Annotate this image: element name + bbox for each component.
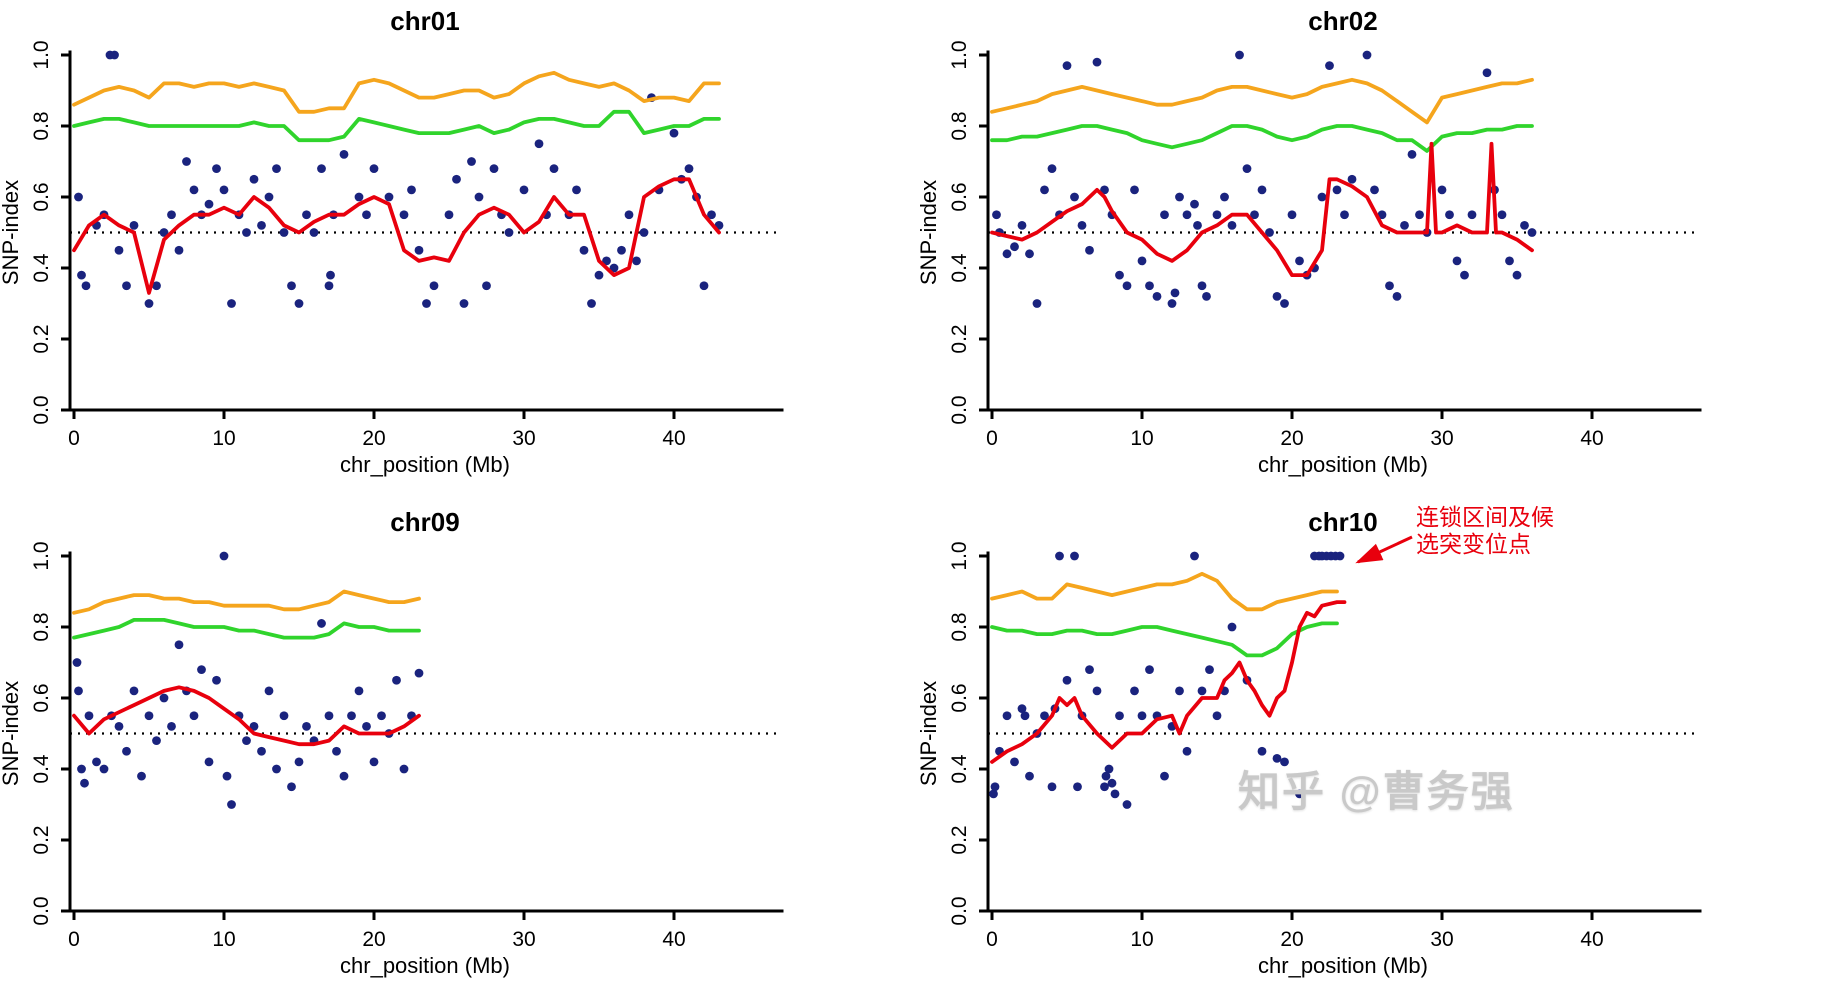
svg-text:0.0: 0.0 [30, 395, 53, 424]
svg-text:1.0: 1.0 [30, 40, 53, 69]
chr09-plot: chr09 0 10 20 30 40 0.0 0.2 0.4 0.6 0.8 1.0 SNP-inde… [0, 507, 784, 978]
scatter-points [74, 50, 724, 308]
chr01-plot: chr01 0 10 20 30 40 0.0 0.2 0.4 0.6 0.8 1.0 SNP-inde… [0, 6, 784, 477]
y-tick-labels: 0.0 0.2 0.4 0.6 0.8 1.0 [30, 541, 70, 926]
svg-text:40: 40 [662, 427, 685, 450]
y-axis-label: SNP-index [918, 681, 941, 786]
svg-text:10: 10 [1130, 427, 1153, 450]
svg-text:10: 10 [212, 427, 235, 450]
svg-text:0: 0 [68, 928, 80, 951]
x-axis-label: chr_position (Mb) [1258, 452, 1428, 477]
svg-text:0.8: 0.8 [948, 612, 971, 641]
svg-text:10: 10 [212, 928, 235, 951]
svg-text:30: 30 [1430, 427, 1453, 450]
svg-text:0.2: 0.2 [948, 825, 971, 854]
chr02-plot: chr02 0 10 20 30 40 0.0 0.2 0.4 0.6 0.8 1.0 SNP-inde… [918, 6, 1702, 477]
svg-text:0.0: 0.0 [30, 896, 53, 925]
x-tick-labels: 0 10 20 30 40 [68, 911, 686, 951]
svg-text:0.8: 0.8 [30, 111, 53, 140]
svg-text:0.8: 0.8 [948, 111, 971, 140]
svg-text:0.8: 0.8 [30, 612, 53, 641]
chart-title: chr01 [390, 6, 459, 36]
svg-text:20: 20 [362, 427, 385, 450]
svg-text:0.0: 0.0 [948, 896, 971, 925]
svg-text:0: 0 [986, 928, 998, 951]
x-tick-labels: 0 10 20 30 40 [986, 911, 1604, 951]
chart-title: chr10 [1308, 507, 1377, 537]
x-axis-label: chr_position (Mb) [340, 953, 510, 978]
ci95-line [990, 124, 1534, 153]
svg-text:0.4: 0.4 [30, 754, 53, 784]
svg-text:10: 10 [1130, 928, 1153, 951]
svg-text:0.2: 0.2 [30, 324, 53, 353]
x-axis-label: chr_position (Mb) [340, 452, 510, 477]
svg-text:20: 20 [362, 928, 385, 951]
panel-chr09: chr09 0 10 20 30 40 0.0 0.2 0.4 0.6 0.8 1.0 SNP-inde… [0, 501, 918, 1003]
scatter-points [989, 551, 1345, 809]
snp-index-line [990, 141, 1534, 278]
svg-text:40: 40 [1580, 427, 1603, 450]
axes [68, 50, 784, 412]
svg-text:0: 0 [986, 427, 998, 450]
svg-text:20: 20 [1280, 928, 1303, 951]
svg-text:0.6: 0.6 [948, 182, 971, 211]
axes [986, 551, 1702, 913]
svg-text:0.6: 0.6 [30, 683, 53, 712]
svg-text:0.2: 0.2 [30, 825, 53, 854]
svg-text:1.0: 1.0 [948, 40, 971, 69]
svg-text:1.0: 1.0 [30, 541, 53, 570]
y-tick-labels: 0.0 0.2 0.4 0.6 0.8 1.0 [30, 40, 70, 425]
ci99-line [990, 571, 1339, 612]
svg-text:30: 30 [512, 427, 535, 450]
svg-text:40: 40 [1580, 928, 1603, 951]
y-axis-label: SNP-index [0, 681, 23, 786]
y-tick-labels: 0.0 0.2 0.4 0.6 0.8 1.0 [948, 40, 988, 425]
snp-index-line [990, 600, 1347, 764]
svg-text:0.6: 0.6 [30, 182, 53, 211]
annotation-text: 连锁区间及候 [1416, 504, 1554, 530]
svg-text:1.0: 1.0 [948, 541, 971, 570]
y-axis-label: SNP-index [0, 180, 23, 285]
ci95-line [72, 109, 721, 143]
axes [68, 551, 784, 913]
axes [986, 50, 1702, 412]
snp-index-line [72, 177, 721, 295]
svg-text:0.4: 0.4 [30, 253, 53, 283]
svg-text:20: 20 [1280, 427, 1303, 450]
annotation-text: 选突变位点 [1416, 531, 1531, 557]
ci99-line [72, 70, 721, 114]
ci99-line [990, 77, 1534, 125]
svg-text:0.2: 0.2 [948, 324, 971, 353]
svg-text:0: 0 [68, 427, 80, 450]
chr10-plot: chr10 0 10 20 30 40 0.0 0.2 0.4 0.6 0.8 1.0 SNP-inde… [918, 504, 1702, 978]
svg-text:40: 40 [662, 928, 685, 951]
svg-text:0.0: 0.0 [948, 395, 971, 424]
panel-chr10: chr10 0 10 20 30 40 0.0 0.2 0.4 0.6 0.8 1.0 SNP-inde… [918, 501, 1837, 1003]
ci99-line [72, 589, 421, 615]
svg-text:30: 30 [512, 928, 535, 951]
panel-chr01: chr01 0 10 20 30 40 0.0 0.2 0.4 0.6 0.8 1.0 SNP-inde… [0, 0, 918, 501]
svg-text:0.4: 0.4 [948, 754, 971, 784]
y-tick-labels: 0.0 0.2 0.4 0.6 0.8 1.0 [948, 541, 988, 926]
panel-chr02: chr02 0 10 20 30 40 0.0 0.2 0.4 0.6 0.8 1.0 SNP-inde… [918, 0, 1837, 501]
scatter-points [72, 551, 424, 809]
y-axis-label: SNP-index [918, 180, 941, 285]
svg-text:0.4: 0.4 [948, 253, 971, 283]
chart-title: chr09 [390, 507, 459, 537]
x-tick-labels: 0 10 20 30 40 [986, 410, 1604, 450]
x-tick-labels: 0 10 20 30 40 [68, 410, 686, 450]
ci95-line [990, 621, 1339, 658]
scatter-points [992, 50, 1537, 308]
svg-text:30: 30 [1430, 928, 1453, 951]
annotation-arrow [1355, 535, 1413, 564]
chart-title: chr02 [1308, 6, 1377, 36]
svg-text:0.6: 0.6 [948, 683, 971, 712]
snp-index-line [72, 685, 421, 747]
x-axis-label: chr_position (Mb) [1258, 953, 1428, 978]
ci95-line [72, 618, 421, 640]
